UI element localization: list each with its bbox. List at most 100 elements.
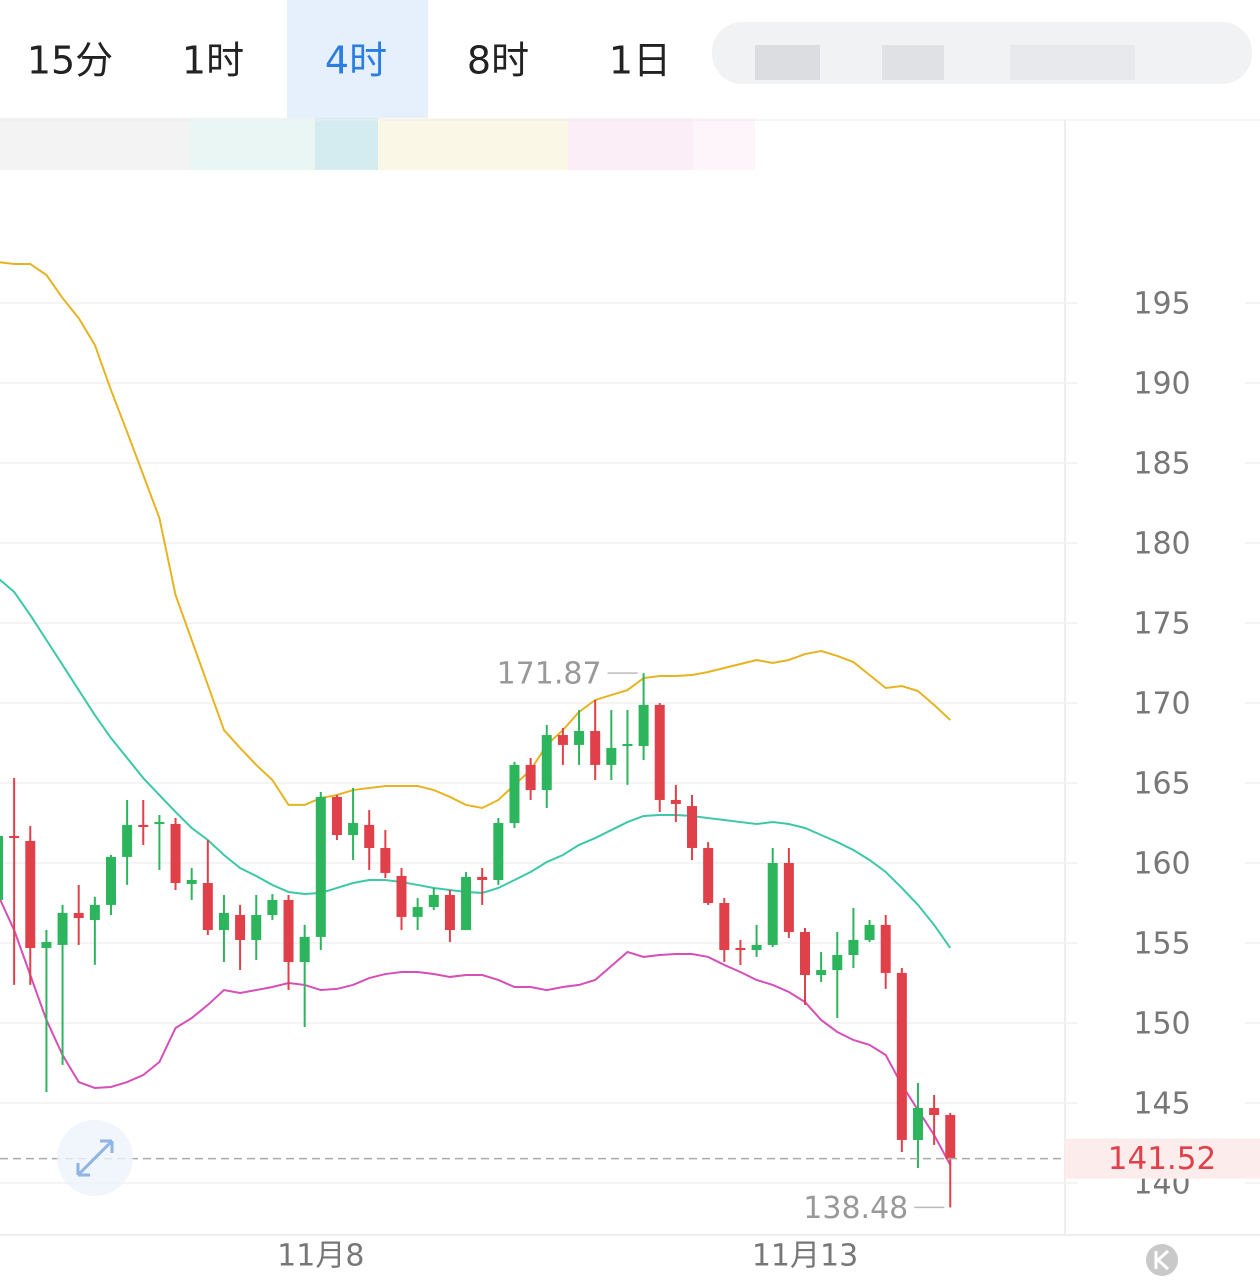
y-tick-label: 170 [1133, 687, 1190, 722]
candle-body [735, 947, 746, 951]
candle-body [912, 1107, 923, 1140]
candle-body [25, 840, 36, 948]
candle-body [751, 944, 762, 951]
low-label: 138.48 [803, 1191, 908, 1226]
y-tick-label: 150 [1133, 1007, 1190, 1042]
last-price-label: 141.52 [1108, 1141, 1216, 1177]
tab[interactable]: 4时 [325, 39, 387, 83]
candle-body [218, 912, 229, 931]
high-label: 171.87 [497, 657, 602, 692]
blur [693, 118, 755, 170]
labels: 11月8 11月13 171.87 138.48 141.52 [0, 657, 1260, 1274]
candle-body [267, 899, 278, 916]
candle-body [880, 924, 891, 973]
x-tick-label: 11月13 [752, 1239, 858, 1274]
blurred-item [1010, 45, 1135, 80]
candle-body [622, 743, 633, 747]
candle-body [670, 799, 681, 804]
k-icon [1154, 1249, 1170, 1271]
candle-body [461, 876, 472, 931]
candle-body [654, 704, 665, 800]
candle-body [767, 863, 778, 945]
candle-body [122, 824, 133, 857]
candle-body [493, 823, 504, 880]
active-tab-bg [287, 0, 428, 120]
candle-body [170, 823, 181, 884]
candle-body [73, 912, 84, 919]
y-tick-label: 155 [1133, 927, 1190, 962]
y-tick-label: 165 [1133, 767, 1190, 802]
expand-icon [76, 1139, 114, 1177]
y-tick-label: 180 [1133, 527, 1190, 562]
band-line [0, 896, 952, 1166]
candle-body [105, 856, 116, 905]
blur [315, 118, 378, 170]
y-tick-label: 185 [1133, 447, 1190, 482]
candle-body [299, 936, 310, 963]
candle-body [41, 942, 52, 948]
candle-body [896, 972, 907, 1140]
candle-body [525, 764, 536, 791]
candle-body [89, 904, 100, 920]
candle-body [154, 822, 165, 825]
blur [378, 118, 568, 170]
candle-body [477, 876, 488, 880]
candle-body [202, 883, 213, 931]
k-button[interactable] [1146, 1244, 1178, 1276]
y-tick-label: 195 [1133, 287, 1190, 322]
candle-body [428, 895, 439, 908]
x-tick-label: 11月8 [277, 1239, 364, 1274]
band-line [0, 261, 951, 810]
bands [0, 261, 952, 1166]
candle-body [235, 915, 246, 940]
candle-body [719, 903, 730, 951]
candle-body [509, 764, 520, 824]
tab[interactable]: 1日 [609, 39, 671, 83]
blur [568, 118, 693, 170]
candle-body [251, 915, 262, 940]
last-price-tag [1065, 1138, 1260, 1179]
candle-body [864, 924, 875, 940]
candle-body [364, 824, 375, 848]
y-tick-label: 145 [1133, 1087, 1190, 1122]
candle-body [315, 796, 326, 937]
candle-body [331, 796, 342, 836]
candle-body [816, 970, 827, 976]
candle-body [396, 875, 407, 917]
candle-body [590, 731, 601, 765]
blur [190, 118, 315, 170]
candle-body [57, 912, 68, 945]
candle-body [687, 806, 698, 848]
candle-body [800, 931, 810, 976]
candle-body [186, 879, 197, 884]
candle-body [9, 835, 20, 839]
candle-body [557, 735, 568, 745]
tabs: 15分 1时 4时 8时 1日 [27, 39, 671, 83]
candle-body [783, 863, 794, 932]
candles [0, 673, 956, 1208]
y-tick-label: 190 [1133, 367, 1190, 402]
candle-body [412, 907, 423, 917]
band-line [0, 578, 952, 949]
candle-body [606, 747, 617, 765]
candle-body [574, 731, 585, 745]
candle-body [348, 823, 359, 836]
blurred-item [755, 45, 820, 80]
expand-button[interactable] [57, 1120, 133, 1196]
candle-body [0, 835, 3, 900]
candle-body [703, 847, 714, 904]
tab[interactable]: 15分 [27, 39, 113, 83]
y-tick-label: 175 [1133, 607, 1190, 642]
tab[interactable]: 8时 [467, 39, 529, 83]
tab[interactable]: 1时 [182, 39, 244, 83]
blurred-legend [0, 118, 755, 170]
candle-body [444, 895, 455, 931]
candle-body [929, 1107, 940, 1116]
y-tick-label: 160 [1133, 847, 1190, 882]
candle-body [138, 824, 149, 828]
candle-body [832, 955, 843, 971]
k-bg [1146, 1244, 1178, 1276]
candle-body [380, 847, 391, 873]
